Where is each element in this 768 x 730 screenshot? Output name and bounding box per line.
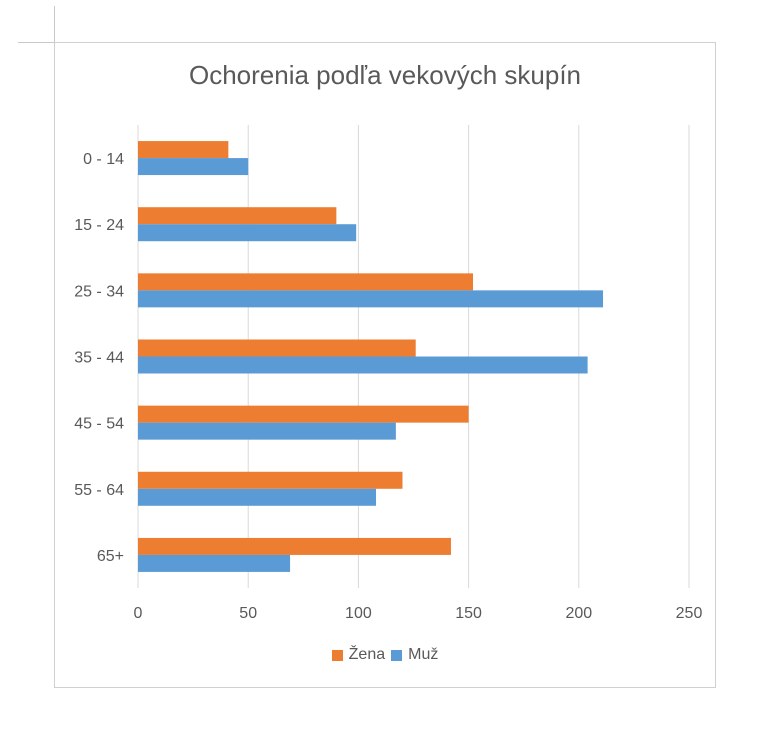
y-tick-label-3: 35 - 44 — [74, 350, 124, 367]
y-tick-label-4: 45 - 54 — [74, 416, 124, 433]
legend-label-muz: Muž — [408, 646, 439, 663]
bar-zena-5[interactable] — [138, 471, 403, 489]
bar-zena-3[interactable] — [138, 339, 416, 357]
bar-zena-6[interactable] — [138, 537, 451, 555]
corner-mark-horizontal — [18, 42, 54, 43]
bar-zena-4[interactable] — [138, 405, 469, 423]
legend-item-zena[interactable]: Žena — [331, 646, 386, 664]
bar-muz-2[interactable] — [138, 290, 604, 308]
legend-swatch-zena — [331, 649, 343, 661]
bar-muz-6[interactable] — [138, 554, 291, 572]
y-tick-label-5: 55 - 64 — [74, 482, 124, 499]
x-tick-label-3: 150 — [455, 605, 482, 622]
bar-muz-4[interactable] — [138, 422, 396, 440]
chart-title: Ochorenia podľa vekových skupín — [188, 60, 582, 90]
bar-zena-2[interactable] — [138, 273, 474, 291]
legend-label-zena: Žena — [348, 646, 386, 663]
y-tick-label-2: 25 - 34 — [74, 283, 124, 300]
legend[interactable]: Žena Muž — [54, 646, 716, 664]
bar-muz-1[interactable] — [138, 224, 357, 242]
bar-zena-0[interactable] — [138, 141, 229, 159]
legend-swatch-muz — [391, 649, 403, 661]
y-tick-label-1: 15 - 24 — [74, 217, 124, 234]
corner-mark-vertical — [54, 6, 55, 42]
x-tick-label-5: 250 — [676, 605, 703, 622]
y-tick-label-6: 65+ — [97, 548, 124, 565]
legend-item-muz[interactable]: Muž — [391, 646, 438, 664]
x-tick-label-2: 100 — [345, 605, 372, 622]
x-tick-label-0: 0 — [134, 605, 143, 622]
y-tick-label-0: 0 - 14 — [83, 151, 124, 168]
x-tick-label-1: 50 — [239, 605, 257, 622]
bar-zena-1[interactable] — [138, 207, 337, 225]
x-tick-label-4: 200 — [565, 605, 592, 622]
bar-muz-5[interactable] — [138, 488, 377, 506]
bar-muz-0[interactable] — [138, 158, 249, 176]
bar-muz-3[interactable] — [138, 356, 588, 374]
